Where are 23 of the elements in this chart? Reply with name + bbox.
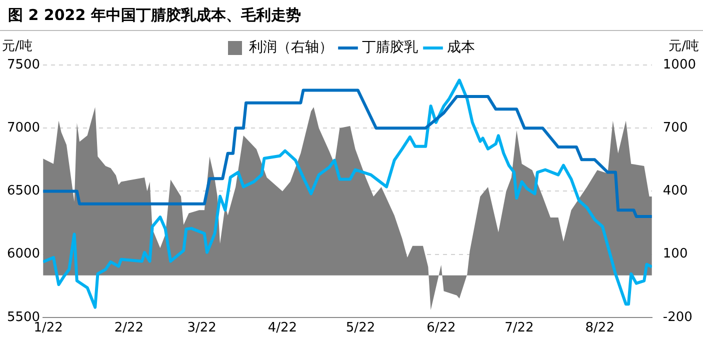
y2-tick-label: -200 xyxy=(662,310,692,325)
chart-title: 图 2 2022 年中国丁腈胶乳成本、毛利走势 xyxy=(0,0,703,31)
legend-label: 丁腈胶乳 xyxy=(362,40,418,56)
y-tick-label: 7000 xyxy=(6,120,40,136)
x-tick-label: 1/22 xyxy=(34,320,63,336)
legend-label: 利润（右轴） xyxy=(249,40,333,56)
x-tick-label: 7/22 xyxy=(504,320,534,336)
y-tick-label: 7500 xyxy=(6,57,40,72)
y2-tick-label: 100 xyxy=(662,246,688,262)
legend-label: 成本 xyxy=(447,40,475,56)
y2-tick-label: 400 xyxy=(662,184,688,199)
y-tick-label: 6000 xyxy=(6,246,40,262)
x-tick-label: 4/22 xyxy=(268,320,298,336)
x-tick-label: 8/22 xyxy=(585,320,614,336)
y2-tick-label: 1000 xyxy=(662,57,696,72)
y-axis-title: 元/吨 xyxy=(2,38,32,54)
y-tick-label: 6500 xyxy=(6,184,40,199)
x-tick-label: 3/22 xyxy=(187,320,216,336)
y2-tick-label: 700 xyxy=(662,120,688,136)
x-tick-label: 2/22 xyxy=(114,320,144,336)
x-tick-label: 6/22 xyxy=(426,320,456,336)
x-tick-label: 5/22 xyxy=(346,320,376,336)
y2-axis-title: 元/吨 xyxy=(668,38,699,54)
